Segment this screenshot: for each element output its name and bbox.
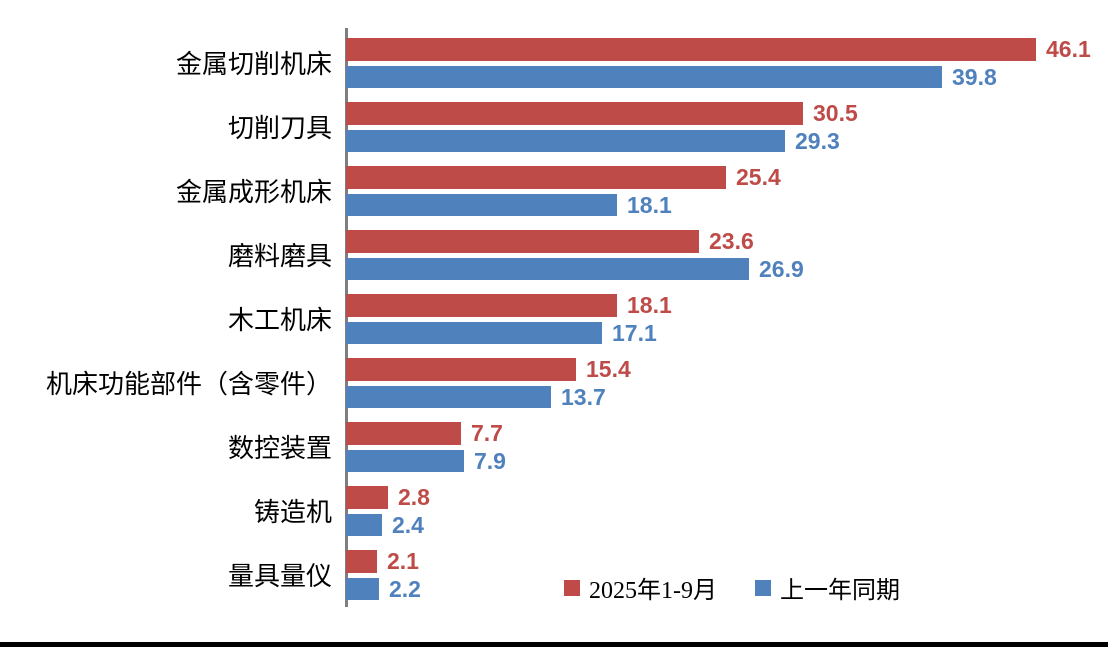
bar-value-label: 18.1: [627, 191, 672, 218]
bar-previous-year: [346, 130, 785, 152]
chart-row: 金属切削机床 46.1 39.8: [0, 30, 1108, 94]
bar-value-label: 7.7: [471, 420, 503, 446]
bar-line: 39.8: [346, 63, 997, 90]
bar-line: 15.4: [346, 358, 631, 381]
bar-value-label: 2.8: [398, 484, 430, 510]
bar-previous-year: [346, 386, 551, 408]
bar-value-label: 23.6: [709, 228, 754, 254]
bar-line: 18.1: [346, 294, 672, 317]
bar-line: 18.1: [346, 191, 672, 218]
bar-value-label: 26.9: [759, 255, 804, 282]
bar-line: 2.1: [346, 550, 419, 573]
bar-line: 2.2: [346, 575, 421, 602]
bar-group: 46.1 39.8: [346, 30, 1108, 94]
bar-line: 13.7: [346, 383, 606, 410]
bar-line: 26.9: [346, 255, 804, 282]
bar-previous-year: [346, 258, 749, 280]
legend-swatch-prev-year-icon: [755, 579, 771, 596]
y-axis-line: [345, 28, 348, 607]
bar-value-label: 25.4: [736, 164, 781, 190]
bar-value-label: 30.5: [813, 100, 858, 126]
bar-2025-period: [346, 550, 377, 573]
bar-value-label: 39.8: [952, 63, 997, 90]
bar-value-label: 29.3: [795, 127, 840, 154]
category-label: 铸造机: [253, 497, 332, 527]
category-label: 木工机床: [227, 305, 332, 335]
bottom-border-line: [0, 642, 1108, 647]
bar-line: 23.6: [346, 230, 754, 253]
bar-value-label: 17.1: [612, 319, 657, 346]
bar-2025-period: [346, 102, 803, 125]
bar-line: 2.4: [346, 511, 424, 538]
bar-2025-period: [346, 38, 1036, 61]
bar-line: 17.1: [346, 319, 657, 346]
bar-value-label: 2.2: [389, 575, 421, 602]
chart-row: 木工机床 18.1 17.1: [0, 286, 1108, 350]
bar-previous-year: [346, 66, 942, 88]
bar-group: 30.5 29.3: [346, 94, 1108, 158]
bar-previous-year: [346, 194, 617, 216]
bar-value-label: 2.1: [387, 548, 419, 574]
chart-row: 铸造机 2.8 2.4: [0, 478, 1108, 542]
legend-label-prev-year: 上一年同期: [780, 578, 900, 604]
bar-2025-period: [346, 358, 576, 381]
chart-legend: 2025年1-9月 上一年同期: [564, 570, 900, 605]
bar-2025-period: [346, 294, 617, 317]
bar-value-label: 13.7: [561, 383, 606, 410]
bar-line: 7.7: [346, 422, 503, 445]
bar-2025-period: [346, 166, 726, 189]
legend-item-2025: 2025年1-9月: [564, 570, 717, 605]
chart-row: 机床功能部件（含零件） 15.4 13.7: [0, 350, 1108, 414]
bar-line: 46.1: [346, 38, 1091, 61]
bar-group: 2.1 2.2: [346, 542, 1108, 606]
bar-line: 25.4: [346, 166, 781, 189]
bar-value-label: 15.4: [586, 356, 631, 382]
bar-2025-period: [346, 230, 699, 253]
bar-value-label: 18.1: [627, 292, 672, 318]
bar-group: 18.1 17.1: [346, 286, 1108, 350]
chart-row: 磨料磨具 23.6 26.9: [0, 222, 1108, 286]
category-label: 量具量仪: [227, 561, 332, 591]
bar-line: 7.9: [346, 447, 506, 474]
bar-line: 30.5: [346, 102, 858, 125]
bar-2025-period: [346, 422, 461, 445]
bar-line: 29.3: [346, 127, 840, 154]
category-label: 磨料磨具: [227, 241, 332, 271]
bar-line: 2.8: [346, 486, 430, 509]
chart-row: 金属成形机床 25.4 18.1: [0, 158, 1108, 222]
bar-previous-year: [346, 322, 602, 344]
category-label: 数控装置: [227, 433, 332, 463]
bar-2025-period: [346, 486, 388, 509]
category-label: 金属成形机床: [175, 177, 332, 207]
bar-value-label: 2.4: [392, 511, 424, 538]
legend-swatch-2025-icon: [564, 579, 580, 596]
legend-label-2025: 2025年1-9月: [589, 578, 717, 604]
chart-rows: 金属切削机床 46.1 39.8 切削刀具 30.5 29.3 金属成形机床 25.4 18.1…: [0, 30, 1108, 606]
bar-group: 15.4 13.7: [346, 350, 1108, 414]
bar-group: 2.8 2.4: [346, 478, 1108, 542]
bar-group: 7.7 7.9: [346, 414, 1108, 478]
category-label: 金属切削机床: [175, 49, 332, 79]
chart-row: 数控装置 7.7 7.9: [0, 414, 1108, 478]
chart-row: 切削刀具 30.5 29.3: [0, 94, 1108, 158]
legend-item-prev-year: 上一年同期: [755, 570, 900, 605]
category-label: 机床功能部件（含零件）: [45, 369, 332, 399]
category-label: 切削刀具: [227, 113, 332, 143]
bar-previous-year: [346, 578, 379, 600]
bar-value-label: 46.1: [1046, 36, 1091, 62]
bar-group: 23.6 26.9: [346, 222, 1108, 286]
bar-previous-year: [346, 450, 464, 472]
bar-previous-year: [346, 514, 382, 536]
chart-row: 量具量仪 2.1 2.2: [0, 542, 1108, 606]
bar-group: 25.4 18.1: [346, 158, 1108, 222]
bar-value-label: 7.9: [474, 447, 506, 474]
